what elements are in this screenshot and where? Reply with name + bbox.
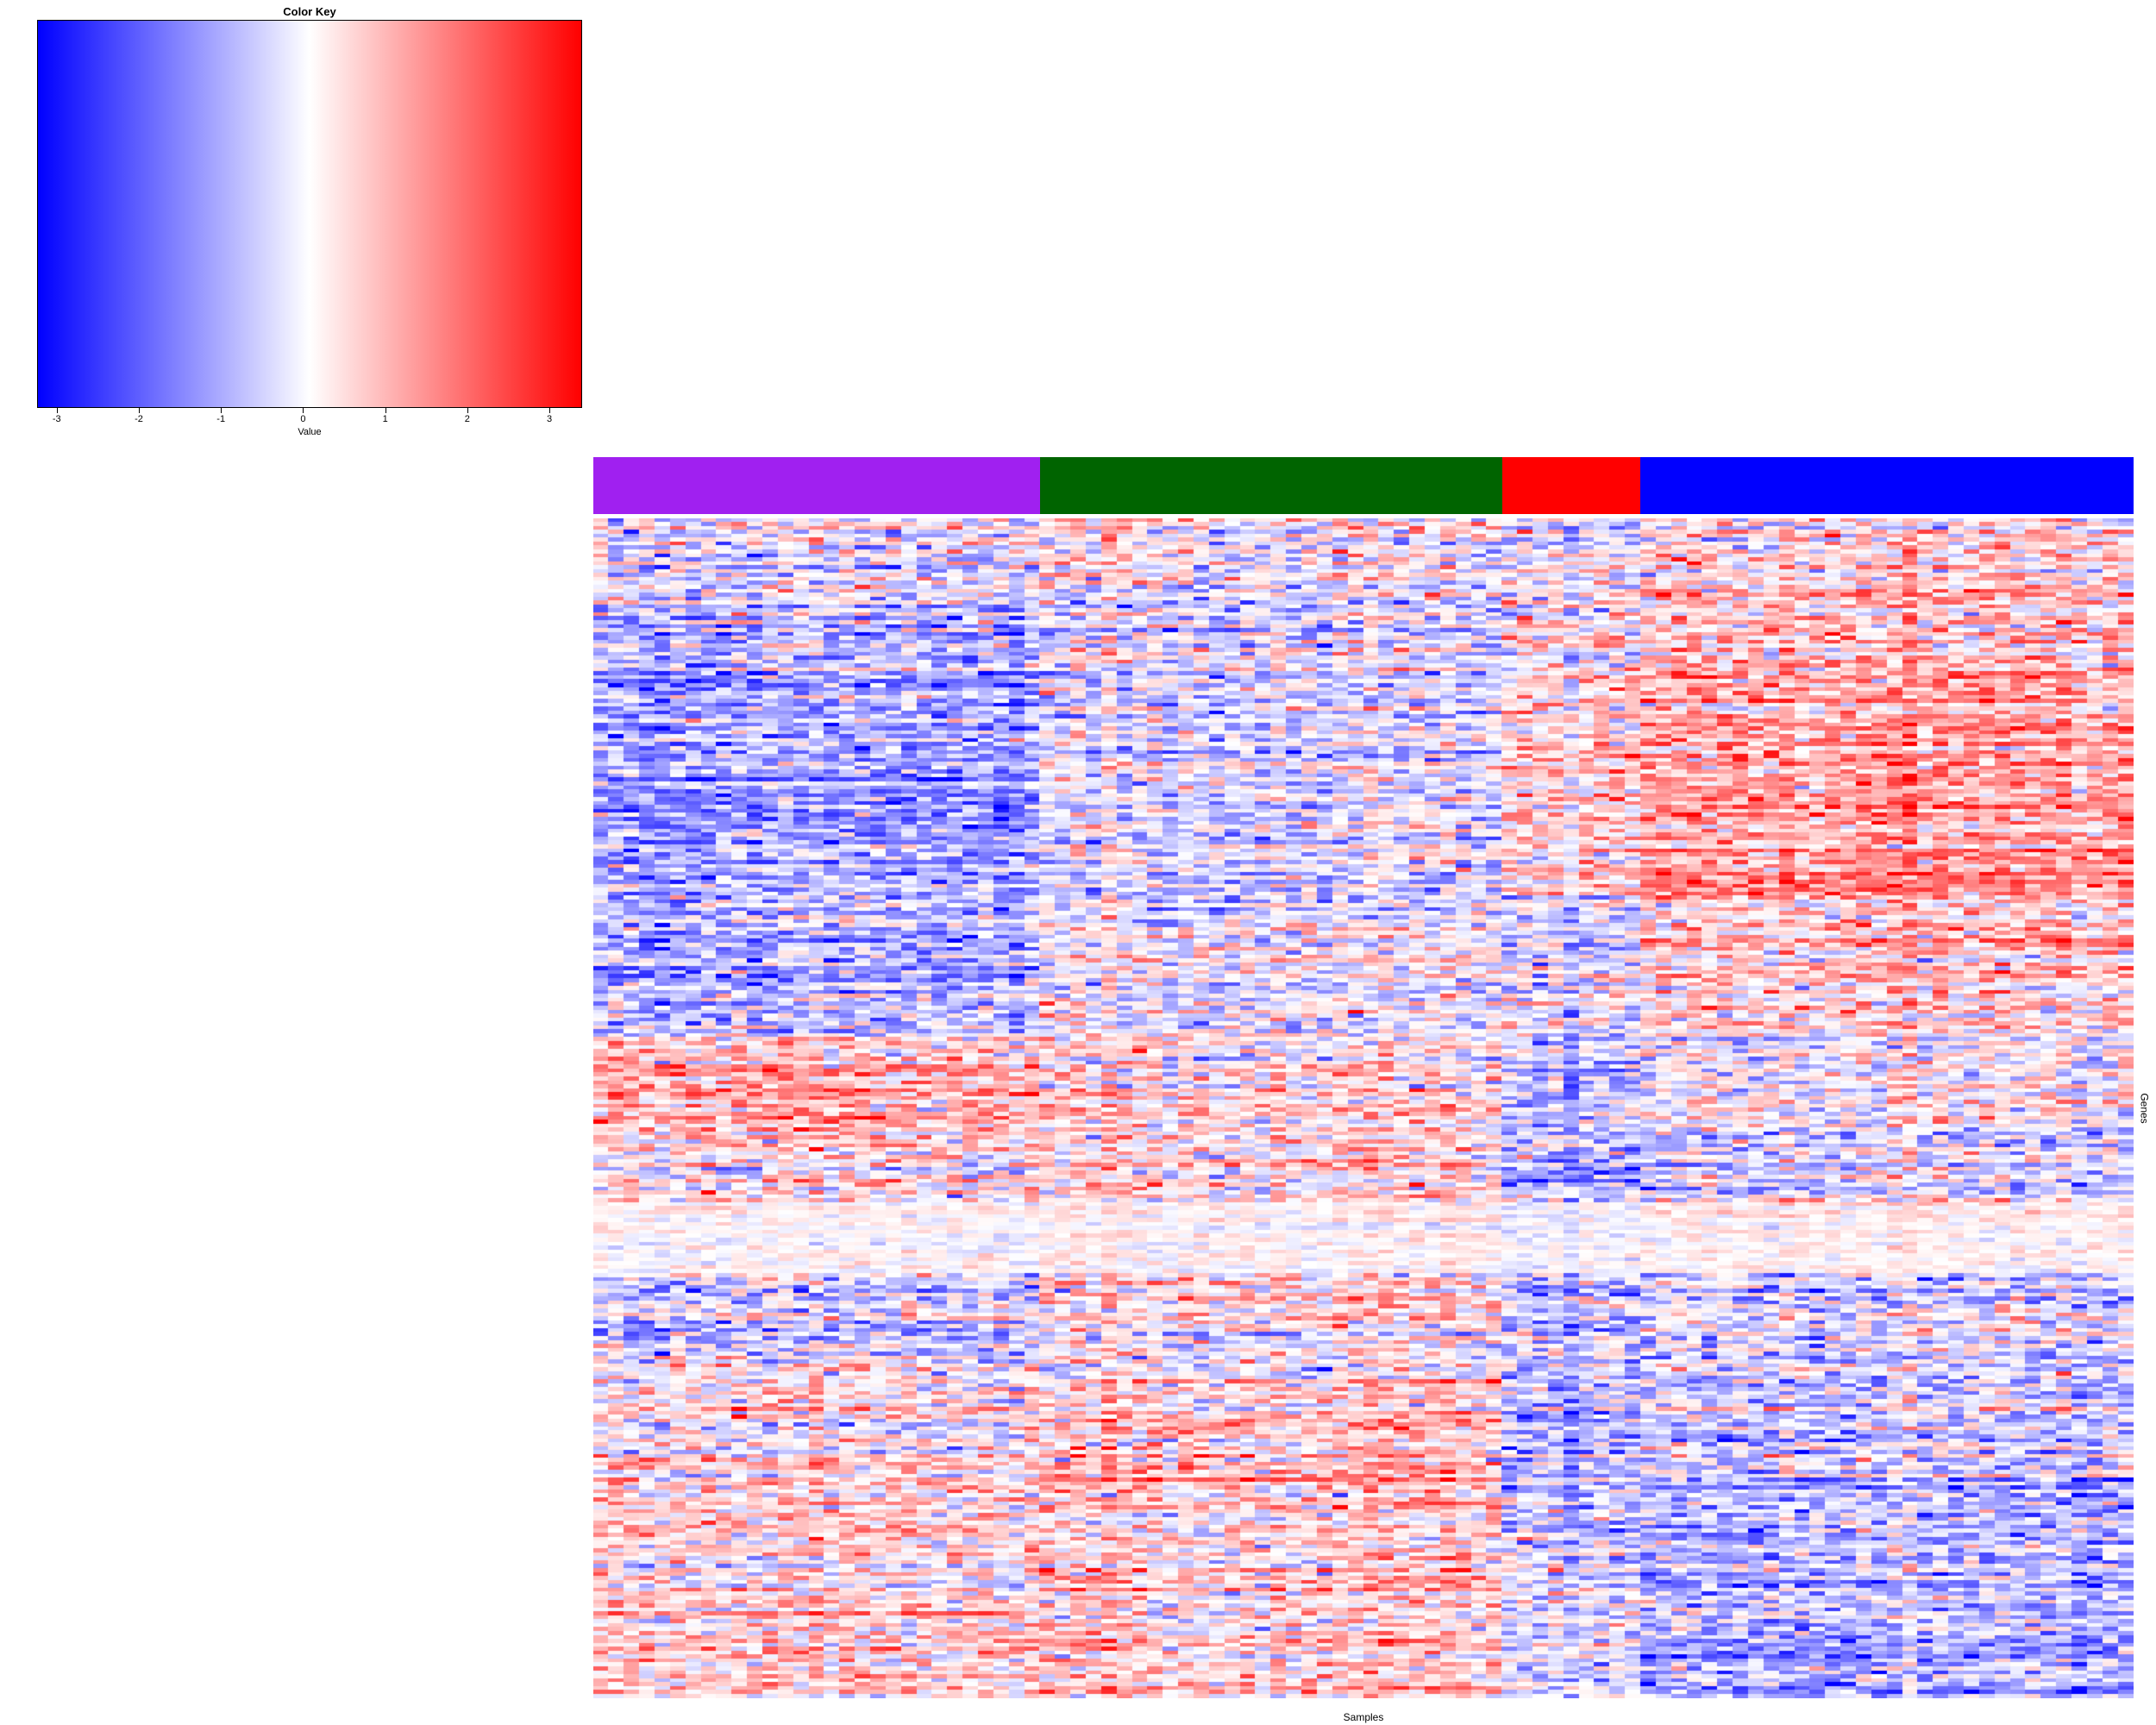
color-key-tick-label: -2 [135,414,143,424]
color-key-tick-label: 1 [382,414,388,424]
column-group-blue [1640,457,2134,514]
color-key-tick [56,408,58,413]
color-key-tick-label: -3 [52,414,61,424]
color-key-tick-label: 0 [300,414,306,424]
y-axis-label-wrap: Genes [2135,518,2154,1698]
column-group-bar [593,457,2134,514]
color-key-axis-label: Value [298,427,322,437]
color-key-tick [549,408,551,413]
color-key-gradient [37,20,582,408]
color-key-tick [138,408,140,413]
color-key-tick [467,408,468,413]
color-key-tick [385,408,386,413]
heatmap-canvas [593,518,2134,1698]
y-axis-label: Genes [2139,1093,2152,1124]
column-group-green [1039,457,1502,514]
color-key-tick-label: 2 [464,414,470,424]
column-group-red [1501,457,1641,514]
color-key-tick-label: 3 [547,414,553,424]
x-axis-label: Samples [1343,1711,1384,1723]
color-key-tick-label: -1 [216,414,226,424]
color-key: Color Key -3 -2 -1 0 1 2 3 Value [37,5,582,437]
color-key-axis: -3 -2 -1 0 1 2 3 [37,408,582,429]
color-key-tick [303,408,304,413]
color-key-tick [221,408,222,413]
color-key-title: Color Key [283,5,336,18]
column-group-purple [593,457,1040,514]
